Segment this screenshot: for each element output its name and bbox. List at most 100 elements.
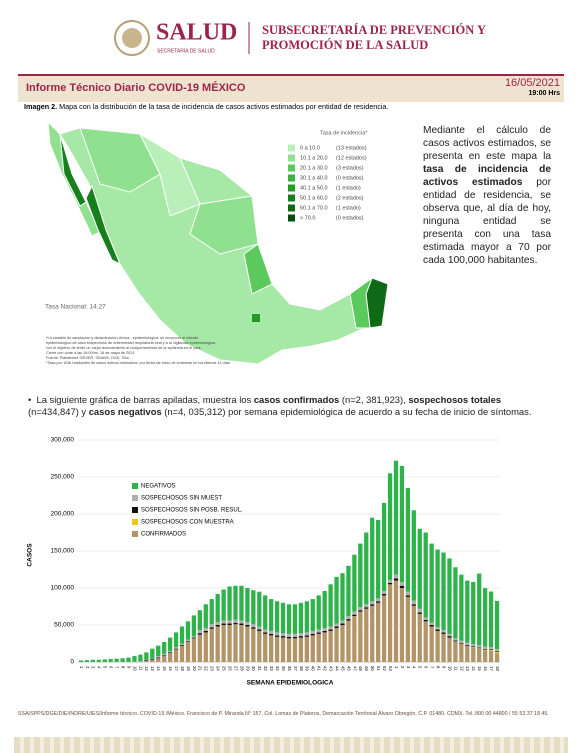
y-tick-label: 0 — [70, 659, 74, 666]
x-tick-label: 47 — [352, 666, 357, 671]
bar-segment — [150, 648, 155, 659]
bar-segment — [334, 576, 339, 624]
bullet: • La siguiente gráfica de barras apilada… — [28, 394, 532, 417]
map: Tasa de incidencia* Tasa Nacional: 14.27… — [45, 120, 389, 365]
bar-segment — [179, 644, 185, 646]
text: por entidad de residencia, se observa qu… — [423, 177, 551, 266]
bar-segment — [280, 636, 286, 638]
footer: SSA/SPPS/DGE/DIE/INDRE/UIES/Informe técn… — [18, 711, 549, 717]
bar-segment — [304, 636, 309, 662]
bar-segment — [263, 633, 268, 662]
legend-swatch — [132, 519, 138, 525]
bar-segment — [346, 616, 351, 620]
bar-segment — [298, 637, 304, 662]
bar-segment — [346, 619, 351, 621]
bar-segment — [316, 633, 321, 662]
x-tick-label: 13 — [465, 666, 470, 671]
bar-segment — [239, 585, 244, 621]
x-tick-label: 20 — [192, 666, 197, 671]
bar-segment — [447, 637, 452, 662]
x-tick-label: 5 — [418, 666, 423, 669]
bar-segment — [340, 573, 345, 621]
bar-segment — [322, 630, 327, 633]
map-text: Mediante el cálculo de casos activos est… — [423, 124, 551, 267]
bar-segment — [328, 626, 333, 630]
x-tick-label: 12 — [459, 666, 464, 671]
bar-segment — [435, 630, 440, 662]
bar-segment — [144, 652, 149, 660]
note: *La variable de asociación y dictaminaci… — [46, 336, 199, 340]
bar-segment — [191, 615, 197, 637]
report-time: 19:00 Hrs — [528, 90, 560, 97]
bar-segment — [441, 630, 446, 633]
x-tick-label: 15 — [477, 666, 482, 671]
bar-segment — [411, 600, 416, 605]
bar-segment — [245, 626, 250, 662]
bar-segment — [245, 588, 250, 623]
bar-segment — [322, 632, 327, 662]
x-tick-label: 49 — [364, 666, 369, 671]
x-tick-label: 30 — [251, 666, 256, 671]
bar-segment — [429, 626, 434, 662]
x-tick-label: 51 — [376, 666, 381, 671]
bar-segment — [251, 590, 256, 625]
text: (n=434,847) y — [28, 406, 89, 417]
legend-count: (13 estados) — [336, 145, 367, 151]
text-bold: casos negativos — [88, 406, 162, 417]
bar-segment — [185, 621, 191, 640]
bar-segment — [227, 620, 232, 624]
bar-segment — [257, 630, 262, 662]
legend-range: 60.1 a 70.0 — [300, 205, 328, 211]
text-bold: casos confirmados — [253, 394, 340, 405]
y-tick-label: 300,000 — [51, 437, 75, 444]
y-tick-label: 150,000 — [51, 548, 75, 555]
bar-segment — [471, 647, 476, 662]
bar-segment — [156, 645, 161, 657]
x-tick-label: 12 — [144, 666, 149, 671]
bar-segment — [370, 601, 375, 605]
bar-segment — [167, 652, 173, 654]
bar-segment — [477, 645, 482, 648]
x-axis-title: SEMANA EPIDEMIOLOGICA — [247, 680, 334, 687]
legend-range: 0 a 10.0 — [300, 145, 320, 151]
header-title: SUBSECRETARÍA DE PREVENCIÓN Y — [262, 23, 486, 37]
bar-segment — [447, 633, 452, 637]
x-tick-label: 15 — [162, 666, 167, 671]
legend-title: Tasa de incidencia* — [320, 130, 368, 136]
note: *Tasa por 100k habitantes de casos activ… — [46, 361, 231, 365]
bar-segment — [203, 627, 208, 631]
state — [138, 132, 201, 217]
legend-label: SOSPECHOSOS SIN POSB. RESUL. — [141, 508, 243, 514]
bar-segment — [251, 624, 256, 628]
bar-segment — [376, 602, 381, 662]
bar-segment — [257, 629, 262, 631]
bar-segment — [483, 646, 488, 649]
bar-segment — [381, 590, 387, 594]
bar-segment — [381, 593, 387, 596]
bar-segment — [292, 638, 298, 662]
bar-segment — [215, 625, 220, 627]
x-tick-label: 53 — [388, 666, 393, 671]
bar-segment — [399, 588, 405, 662]
bar-segment — [477, 647, 482, 649]
bar-segment — [304, 601, 309, 633]
x-tick-label: 1 — [394, 666, 399, 669]
x-tick-label: 26 — [227, 666, 232, 671]
legend-range: 10.1 a 20.0 — [300, 155, 328, 161]
map-notes: *La variable de asociación y dictaminaci… — [46, 336, 231, 366]
bar-segment — [179, 626, 185, 644]
bar-segment — [269, 633, 274, 636]
bar-segment — [334, 623, 339, 627]
bar-segment — [465, 580, 470, 643]
bar-segment — [280, 602, 286, 634]
bar-segment — [269, 635, 274, 662]
bar-segment — [233, 624, 238, 662]
legend-label: SOSPECHOSOS SIN MUEST — [141, 496, 222, 502]
x-tick-label: 8 — [120, 666, 125, 669]
bar-segment — [364, 607, 369, 609]
note: Cierre con corte a las 16:00hrs, 16 de m… — [46, 351, 135, 355]
x-tick-label: 2 — [400, 666, 405, 669]
bar-segment — [358, 543, 363, 608]
bar-segment — [346, 565, 351, 617]
bar-segment — [483, 649, 488, 651]
